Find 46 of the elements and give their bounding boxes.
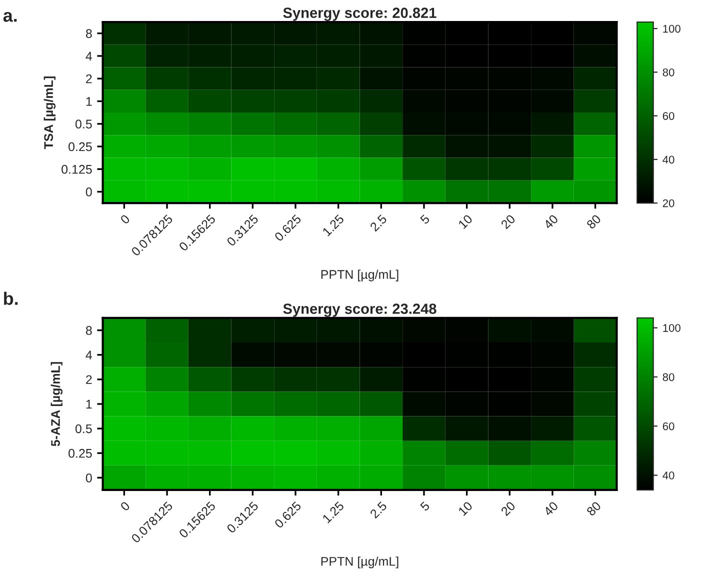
y-tick-label: 0.5 — [75, 120, 92, 129]
y-tick-label: 2 — [86, 375, 92, 384]
x-tick-label: 10 — [458, 214, 473, 230]
text: a. — [3, 12, 17, 22]
y-tick-label: 0.5 — [75, 424, 92, 434]
y-tick-label: 4 — [86, 52, 92, 60]
y-axis-title: 5-AZA [µg/mL] — [50, 362, 62, 446]
y-tick-label: 1 — [86, 400, 92, 409]
x-tick-label: 20 — [500, 214, 516, 230]
color-bar-label: 60 — [662, 112, 674, 120]
y-tick-label: 0.125 — [62, 164, 92, 174]
x-tick-label: 2.5 — [370, 500, 388, 519]
color-bar-label: 40 — [662, 156, 674, 164]
x-axis-title: PPTN [µg/mL] — [321, 556, 398, 568]
x-axis-title: PPTN [µg/mL] — [321, 270, 398, 282]
y-tick-label: 0.25 — [68, 448, 92, 458]
y-tick-label: 1 — [86, 97, 92, 106]
x-tick-label: 10 — [458, 500, 473, 516]
x-tick-label: 2.5 — [370, 214, 388, 232]
color-bar-label: 100 — [663, 24, 680, 33]
x-tick-label: 0 — [120, 214, 130, 225]
y-tick-label: 0.25 — [68, 142, 92, 152]
y-tick-label: 0 — [86, 473, 92, 482]
color-bar-label: 60 — [662, 422, 674, 430]
color-bar-label: 100 — [663, 324, 680, 332]
y-tick-label: 4 — [86, 350, 92, 360]
color-bar-label: 40 — [662, 472, 674, 480]
x-tick-label: 40 — [543, 214, 559, 230]
y-axis-title: TSA [µg/mL] — [44, 76, 56, 150]
color-bar-label: 80 — [662, 373, 674, 382]
chart-title: Synergy score: 20.821 — [283, 8, 436, 21]
text: b. — [4, 292, 18, 305]
color-bar-label: 80 — [662, 68, 674, 76]
y-tick-label: 0 — [86, 188, 92, 196]
x-tick-label: 40 — [543, 500, 559, 517]
y-tick-label: 2 — [86, 74, 92, 84]
x-tick-label: 20 — [500, 500, 516, 516]
y-tick-label: 8 — [86, 326, 92, 335]
chart-title: Synergy score: 23.248 — [283, 304, 436, 317]
y-tick-label: 8 — [86, 29, 92, 38]
x-tick-label: 5 — [420, 501, 430, 512]
x-tick-label: 0 — [120, 500, 130, 512]
color-bar-label: 20 — [662, 199, 674, 208]
x-tick-label: 80 — [586, 500, 602, 516]
x-tick-label: 80 — [586, 214, 602, 230]
x-tick-label: 5 — [420, 214, 430, 225]
